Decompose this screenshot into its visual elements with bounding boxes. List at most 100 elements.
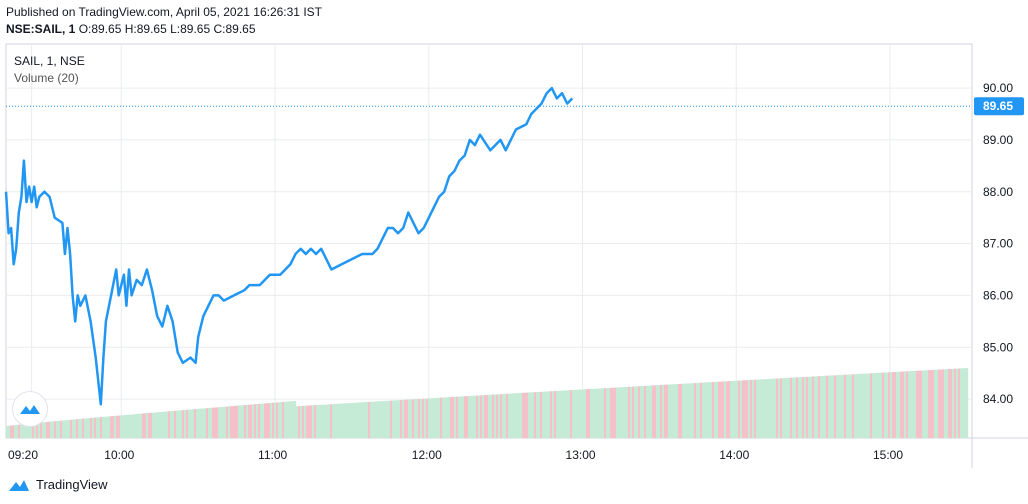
volume-bar [698, 382, 701, 438]
volume-bar [392, 400, 395, 438]
volume-bar [156, 412, 159, 438]
volume-bar [574, 389, 577, 438]
volume-bar [646, 385, 649, 438]
volume-bar [372, 401, 375, 438]
volume-bar [162, 411, 165, 438]
volume-bar [872, 373, 875, 438]
volume-bar [740, 380, 743, 438]
volume-bar [436, 397, 439, 438]
volume-bar [776, 378, 779, 438]
volume-bar [172, 410, 175, 438]
volume-bar [376, 401, 379, 438]
volume-bar [652, 385, 655, 438]
volume-bar [808, 376, 811, 438]
volume-bar [50, 421, 53, 438]
x-tick-label: 12:00 [412, 448, 442, 462]
volume-bar [528, 392, 531, 438]
volume-bar [580, 389, 583, 438]
volume-bar [934, 369, 937, 438]
volume-bar [670, 384, 673, 438]
volume-bar [216, 407, 219, 438]
volume-bar [442, 397, 445, 438]
volume-bar [134, 414, 137, 438]
volume-bar [682, 383, 685, 438]
volume-bar [146, 413, 149, 438]
volume-bar [664, 384, 667, 438]
volume-bar [16, 424, 19, 438]
volume-bar [176, 410, 179, 438]
volume-bar [174, 410, 177, 438]
tradingview-watermark-icon[interactable] [12, 391, 48, 427]
volume-bar [834, 375, 837, 438]
volume-bar [106, 416, 109, 438]
volume-bar [8, 425, 11, 438]
volume-bar [82, 418, 85, 438]
volume-bar [308, 405, 311, 438]
volume-bar [466, 396, 469, 438]
volume-bar [922, 370, 925, 438]
volume-bar [136, 413, 139, 438]
volume-bar [330, 404, 333, 438]
volume-bar [914, 370, 917, 438]
footer-brand[interactable]: TradingView [8, 477, 108, 492]
volume-bar [732, 380, 735, 438]
volume-bar [96, 417, 99, 438]
volume-bar [858, 373, 861, 438]
volume-bar [568, 390, 571, 438]
volume-bar [518, 393, 521, 438]
volume-bar [512, 393, 515, 438]
volume-bar [720, 381, 723, 438]
volume-bar [462, 396, 465, 438]
volume-bar [210, 407, 213, 438]
volume-bar [36, 422, 39, 438]
volume-bar [584, 389, 587, 438]
volume-bar [346, 403, 349, 438]
volume-bar [766, 379, 769, 438]
volume-bar [464, 396, 467, 438]
volume-bar [916, 370, 919, 438]
volume-bar [650, 385, 653, 438]
volume-bar [212, 407, 215, 438]
volume-bar [154, 412, 157, 438]
volume-bar [614, 387, 617, 438]
volume-bar [888, 372, 891, 438]
volume-bar [122, 415, 125, 438]
volume-bar [252, 404, 255, 438]
volume-bar [314, 405, 317, 438]
volume-bar [460, 396, 463, 438]
volume-bar [828, 375, 831, 438]
volume-bar [612, 387, 615, 438]
volume-bar [904, 371, 907, 438]
volume-bar [326, 404, 329, 438]
volume-bar [550, 391, 553, 438]
volume-bar [178, 410, 181, 438]
volume-bar [510, 393, 513, 438]
volume-bar [88, 418, 91, 438]
volume-bar [242, 405, 245, 438]
volume-bar [642, 385, 645, 438]
volume-bar [526, 392, 529, 438]
volume-bar [40, 422, 43, 438]
volume-bar [860, 373, 863, 438]
volume-bar [748, 380, 751, 438]
volume-bar [276, 402, 279, 438]
volume-bar [594, 388, 597, 438]
volume-bar [582, 389, 585, 438]
volume-bar [58, 420, 61, 438]
volume-bar [570, 390, 573, 438]
volume-bar [202, 408, 205, 438]
volume-bar [324, 404, 327, 438]
volume-bar [124, 415, 127, 438]
x-tick-label: 11:00 [258, 448, 287, 462]
volume-bar [840, 374, 843, 438]
volume-bar [34, 423, 37, 438]
volume-bar [388, 400, 391, 438]
last-price-badge [974, 97, 1024, 116]
volume-bar [790, 377, 793, 438]
volume-bar [120, 415, 123, 438]
volume-bar [674, 384, 677, 438]
volume-bar [116, 415, 119, 438]
volume-bar [22, 424, 25, 438]
volume-bar [746, 380, 749, 438]
